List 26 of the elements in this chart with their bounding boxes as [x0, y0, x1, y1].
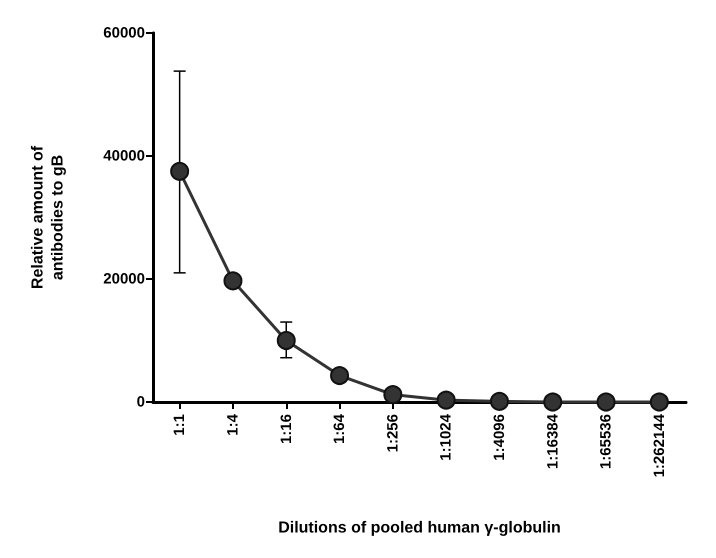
point	[490, 392, 509, 411]
point	[330, 366, 350, 386]
x-tick-label: 1:64	[331, 413, 348, 444]
point	[436, 390, 456, 410]
y-tick-label: 40000	[103, 148, 145, 164]
x-tick-label: 1:16	[278, 414, 295, 444]
y-tick-label: 0	[136, 394, 145, 410]
point	[383, 385, 402, 404]
y-tick-label: 60000	[103, 24, 145, 42]
point	[650, 392, 669, 412]
point	[170, 162, 190, 181]
x-axis-title: Dilutions of pooled human γ-globulin	[278, 520, 561, 536]
x-tick-label: 1:256	[384, 414, 402, 452]
y-axis-title: Relative amount of antibodies to gB	[30, 145, 66, 290]
point	[543, 392, 562, 412]
x-tick-label: 1:1024	[438, 413, 455, 461]
x-tick-label: 1:65536	[598, 414, 615, 470]
x-tick-label: 1:16384	[544, 413, 562, 470]
point	[596, 392, 616, 412]
x-tick-label: 1:4096	[490, 414, 508, 461]
x-tick-label: 1:1	[171, 414, 188, 436]
point	[276, 331, 296, 350]
y-tick-label: 20000	[103, 270, 145, 288]
x-tick-label: 1:4	[224, 413, 242, 436]
point	[223, 271, 242, 290]
x-tick-label: 1:262144	[650, 413, 668, 478]
